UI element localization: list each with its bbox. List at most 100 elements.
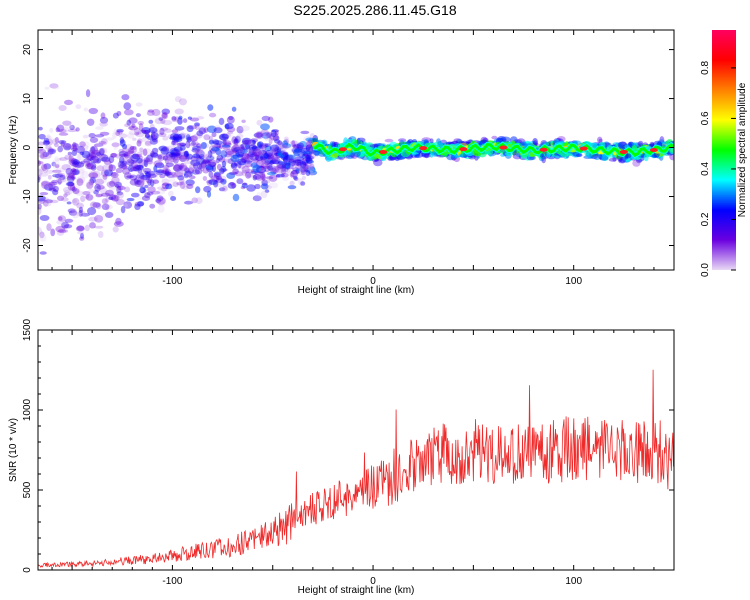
spectrogram-cell	[282, 145, 288, 149]
spectrogram-cell	[226, 126, 236, 133]
spectrogram-cell	[174, 96, 182, 103]
spectrogram-cell	[179, 98, 187, 106]
spectrogram-cell	[105, 189, 114, 197]
spectrogram-cell	[205, 164, 214, 171]
spectrogram-cell	[207, 104, 214, 111]
spectrogram-cell	[189, 175, 196, 180]
spectrogram-cell	[180, 163, 188, 171]
spectrogram-cell	[266, 152, 274, 159]
spectrogram-cell	[95, 193, 104, 197]
spectrogram-cell	[81, 171, 89, 179]
spectrogram-cell	[52, 170, 63, 177]
spectrogram-cell	[65, 143, 73, 149]
spectrogram-cell	[118, 164, 128, 169]
spectrogram-cell	[215, 158, 220, 164]
spectrogram-cell	[38, 141, 45, 146]
spectrogram-cell	[173, 143, 181, 148]
spectrogram-cell	[113, 195, 119, 202]
spectrogram-cell	[215, 177, 225, 183]
spectrogram-cell	[56, 219, 64, 225]
spectrogram-cell	[184, 151, 189, 157]
spectrogram-cell	[229, 171, 238, 175]
spectrogram-cell	[151, 108, 161, 117]
spectrogram-cell	[196, 116, 205, 120]
spectrogram-cell	[263, 160, 271, 166]
spectrogram-cell	[96, 158, 102, 164]
spectrogram-cell	[280, 172, 289, 178]
spectrogram-cell	[136, 131, 142, 135]
spectrogram-cell	[142, 167, 152, 173]
spectrogram-cell	[46, 134, 51, 140]
spectrogram-cell	[63, 229, 69, 233]
spectrogram-cell	[163, 170, 171, 177]
spectrogram-cell	[47, 147, 54, 156]
spectrogram-cell	[120, 160, 128, 168]
spectrogram-cell	[100, 112, 106, 119]
spectrogram-cell	[76, 178, 84, 186]
spectrogram-cell	[233, 165, 239, 173]
spectrogram-cell	[293, 159, 302, 164]
spectrogram-cell	[218, 168, 224, 174]
spectrogram-cell	[52, 173, 62, 178]
spectrogram-cell	[191, 169, 200, 175]
spectrogram-cell	[283, 156, 288, 164]
spectrogram-cell	[198, 153, 205, 160]
spectrogram-cell	[72, 199, 77, 204]
spectrogram-cell	[99, 187, 107, 195]
spectrogram-ylabel: Frequency (Hz)	[8, 116, 19, 185]
spectrogram-cell	[117, 185, 126, 191]
spectrogram-cell	[179, 178, 185, 184]
spectrogram-cell	[243, 139, 251, 144]
spectrogram-cell	[224, 123, 230, 130]
spectrogram-cell	[234, 171, 244, 177]
spectrogram-cell	[99, 148, 105, 156]
spectrogram-cell	[172, 156, 179, 164]
spectrogram-cell	[76, 225, 85, 231]
spectrogram-cell	[184, 183, 194, 187]
spectrogram-cell	[155, 115, 164, 120]
spectrogram-cell	[196, 147, 204, 154]
spectrogram-cell	[176, 120, 184, 124]
spectrogram-cell	[126, 119, 132, 126]
spectrogram-cell	[219, 133, 229, 142]
spectrogram-cell	[163, 168, 172, 175]
spectrogram-cell	[150, 171, 159, 177]
spectrogram-cell	[123, 109, 134, 116]
spectrogram-cell	[272, 135, 280, 141]
spectrogram-cell	[215, 181, 225, 188]
spectrogram-cell	[309, 133, 315, 139]
spectrogram-cell	[51, 179, 59, 184]
spectrogram-cell	[77, 230, 84, 235]
spectrogram-cell	[56, 124, 65, 132]
spectrogram-cell	[101, 203, 110, 210]
spectrogram-cell	[139, 179, 145, 187]
spectrogram-cell	[114, 181, 122, 188]
spectrogram-cell	[67, 183, 76, 191]
spectrogram-cell	[281, 162, 291, 169]
spectrogram-cell	[162, 135, 169, 141]
spectrogram-cell	[260, 171, 266, 179]
spectrogram-cell	[249, 148, 259, 154]
spectrogram-cell	[189, 117, 200, 122]
spectrogram-cell	[208, 171, 214, 178]
spectrogram-cell	[168, 157, 177, 163]
spectrogram-cell	[130, 161, 139, 169]
spectrogram-cell	[136, 179, 142, 186]
spectrogram-cell	[269, 159, 280, 165]
spectrogram-cell	[296, 171, 303, 175]
spectrogram-cell	[150, 150, 155, 157]
spectrogram-cell	[151, 147, 159, 154]
spectrogram-cell	[267, 153, 274, 161]
spectrogram-cell	[275, 142, 285, 150]
spectrogram-cell	[58, 216, 63, 221]
spectrogram-cell	[309, 163, 315, 170]
spectrogram-cell	[298, 165, 308, 171]
spectrogram-cell	[271, 154, 280, 161]
spectrogram-cell	[142, 148, 148, 156]
spectrogram-cell	[43, 200, 52, 207]
spectrogram-cell	[220, 150, 228, 158]
spectrogram-cell	[131, 192, 140, 198]
spectrogram-cell	[88, 178, 93, 187]
spectrogram-cell	[132, 137, 137, 141]
spectrogram-cell	[137, 170, 144, 176]
